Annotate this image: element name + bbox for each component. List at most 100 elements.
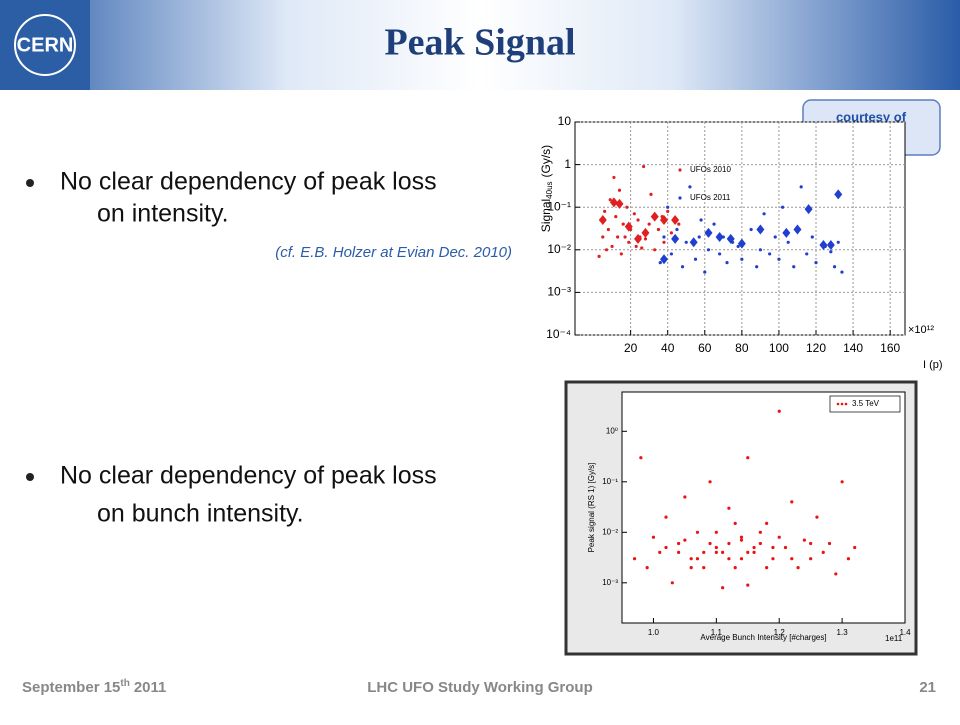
x-tick-label: 1.2: [774, 628, 786, 637]
y-axis-label-main: Signal: [539, 199, 553, 232]
y-tick-label: 10⁻²: [602, 527, 618, 536]
data-point: [765, 566, 769, 570]
y-axis-label-unit: (Gy/s): [539, 145, 553, 178]
data-point: [840, 480, 844, 484]
data-point: [658, 550, 662, 555]
logo-text: CERN: [17, 34, 74, 56]
data-point: [616, 235, 620, 239]
data-point: [840, 270, 844, 274]
y-tick-label: 10: [558, 114, 572, 128]
legend-label: UFOs 2011: [690, 193, 731, 202]
data-point: [706, 248, 711, 252]
data-point: [773, 235, 777, 239]
data-point: [740, 257, 744, 261]
data-point: [697, 235, 701, 239]
data-point: [708, 541, 712, 546]
data-point: [612, 175, 616, 180]
data-point: [771, 557, 775, 561]
data-point: [809, 541, 813, 546]
data-point: [645, 566, 649, 570]
data-point: [603, 209, 607, 213]
data-point: [649, 192, 653, 196]
y-tick-label: 1: [564, 157, 571, 171]
footer-group: LHC UFO Study Working Group: [367, 679, 593, 696]
data-point: [746, 456, 750, 460]
data-point: [746, 583, 750, 587]
x-tick-label: 1.1: [711, 628, 723, 637]
data-point: [758, 541, 762, 546]
data-point: [836, 240, 840, 244]
data-point: [643, 237, 648, 241]
data-point: [669, 252, 674, 256]
data-point: [721, 550, 725, 555]
x-tick-label: 160: [880, 341, 900, 355]
data-point: [790, 500, 794, 504]
x-tick-label: 60: [698, 341, 712, 355]
bullet-text: on bunch intensity.: [97, 500, 304, 528]
data-point: [799, 185, 803, 189]
data-point: [792, 265, 796, 269]
footer-date: September 15th 2011: [22, 678, 166, 696]
logo-ring: [14, 14, 76, 76]
plot-area: [574, 121, 906, 336]
mean-marker: [756, 224, 765, 235]
footer-date-sup: th: [120, 678, 129, 689]
data-point: [752, 545, 756, 550]
data-point: [712, 222, 716, 226]
data-point: [768, 252, 772, 256]
data-point: [658, 261, 662, 265]
x-tick-label: 1.0: [648, 628, 660, 637]
data-point: [786, 240, 790, 244]
data-point: [846, 557, 851, 561]
bullet-text: No clear dependency of peak loss: [60, 462, 437, 490]
bullet-text: on intensity.: [97, 200, 229, 228]
data-point: [781, 205, 785, 209]
data-point: [758, 248, 762, 252]
mean-marker: [671, 215, 680, 226]
data-point: [755, 265, 759, 269]
mean-marker: [793, 224, 802, 235]
x-exponent: ×10¹²: [908, 324, 934, 336]
legend-marker: [836, 402, 840, 406]
data-point: [721, 586, 725, 590]
plot-area: [621, 391, 906, 624]
data-point: [765, 521, 769, 526]
data-point: [619, 252, 623, 256]
data-point: [597, 254, 601, 258]
data-point: [727, 541, 731, 546]
data-point: [695, 530, 700, 534]
header-band: [0, 0, 960, 90]
legend-label: UFOs 2010: [690, 165, 731, 174]
data-point: [688, 185, 692, 189]
data-point: [810, 235, 814, 239]
data-point: [821, 550, 825, 555]
x-tick-label: 1.3: [837, 628, 849, 637]
data-point: [684, 240, 688, 244]
mean-marker: [826, 239, 835, 250]
mean-marker: [689, 237, 698, 248]
x-axis-label: I (p): [923, 359, 943, 371]
data-point: [814, 261, 818, 265]
data-point: [623, 235, 627, 239]
data-point: [601, 235, 605, 239]
data-point: [703, 270, 707, 274]
y-tick-label: 10⁻³: [602, 578, 618, 587]
y-tick-label: 10⁻¹: [602, 477, 618, 486]
data-point: [680, 265, 685, 269]
bullet-dot: [26, 473, 34, 481]
mean-marker: [819, 239, 828, 250]
mean-marker: [671, 233, 680, 244]
data-point: [790, 557, 794, 561]
data-point: [733, 566, 737, 570]
data-point: [662, 235, 666, 239]
footer-page: 21: [919, 679, 936, 696]
mean-marker: [650, 211, 659, 222]
data-point: [702, 550, 706, 555]
data-point: [762, 212, 766, 216]
data-point: [675, 227, 679, 232]
data-point: [689, 557, 693, 561]
y-axis-label: Signal40us (Gy/s): [539, 145, 554, 232]
data-point: [805, 252, 809, 256]
data-point: [639, 456, 643, 460]
